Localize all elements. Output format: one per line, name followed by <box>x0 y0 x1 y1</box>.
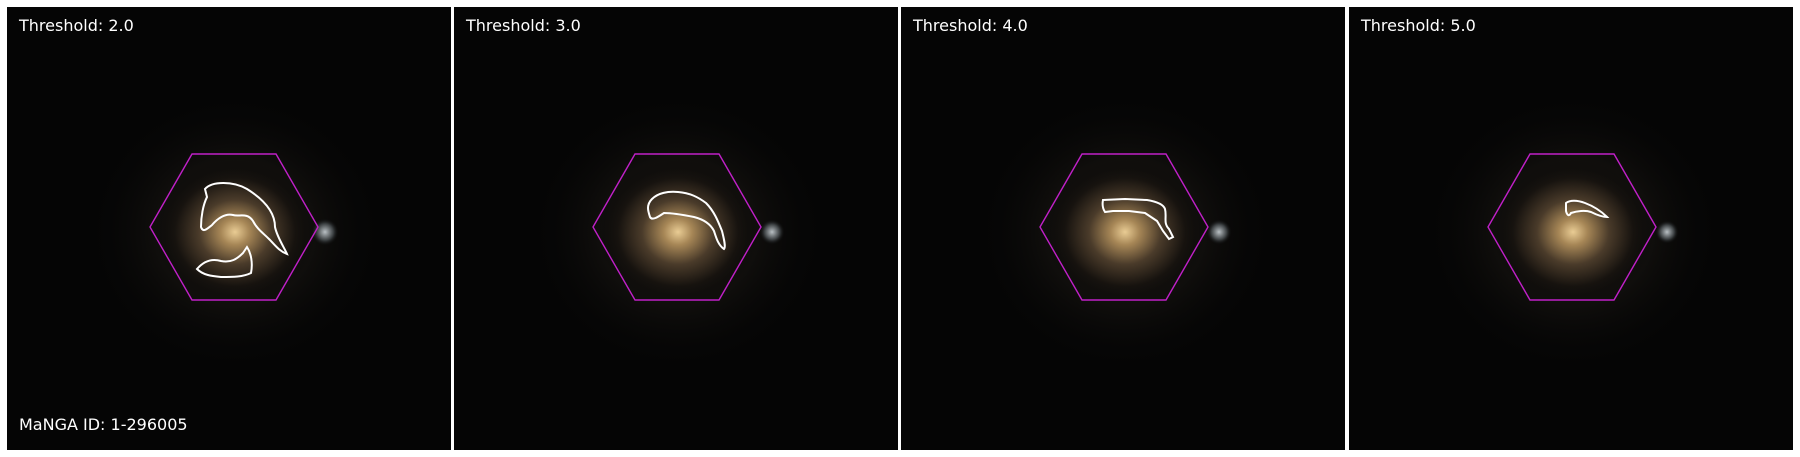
galaxy-image <box>454 7 898 450</box>
threshold-label: Threshold: 4.0 <box>913 16 1028 35</box>
threshold-label: Threshold: 2.0 <box>19 16 134 35</box>
panel-threshold-5: Threshold: 5.0 <box>1349 7 1793 450</box>
galaxy-image <box>901 7 1345 450</box>
contour <box>647 190 726 251</box>
galaxy-image <box>7 7 451 450</box>
ifu-hexagon <box>1487 153 1657 301</box>
galaxy-id-label: MaNGA ID: 1-296005 <box>19 415 188 434</box>
panel-threshold-3: Threshold: 3.0 <box>454 7 898 450</box>
foreground-star <box>1206 219 1232 245</box>
panel-threshold-4: Threshold: 4.0 <box>901 7 1345 450</box>
ifu-hexagon <box>1039 153 1209 301</box>
foreground-star <box>311 218 339 246</box>
panel-threshold-2: Threshold: 2.0 MaNGA ID: 1-296005 <box>7 7 451 450</box>
ifu-hexagon <box>592 153 762 301</box>
threshold-label: Threshold: 3.0 <box>466 16 581 35</box>
contour-upper <box>199 182 289 256</box>
contour-lower <box>195 245 253 279</box>
contour <box>1565 199 1610 219</box>
ifu-hexagon <box>149 153 319 301</box>
foreground-star <box>1655 220 1679 244</box>
threshold-label: Threshold: 5.0 <box>1361 16 1476 35</box>
contour <box>1101 197 1175 241</box>
galaxy-image <box>1349 7 1793 450</box>
foreground-star <box>759 219 785 245</box>
